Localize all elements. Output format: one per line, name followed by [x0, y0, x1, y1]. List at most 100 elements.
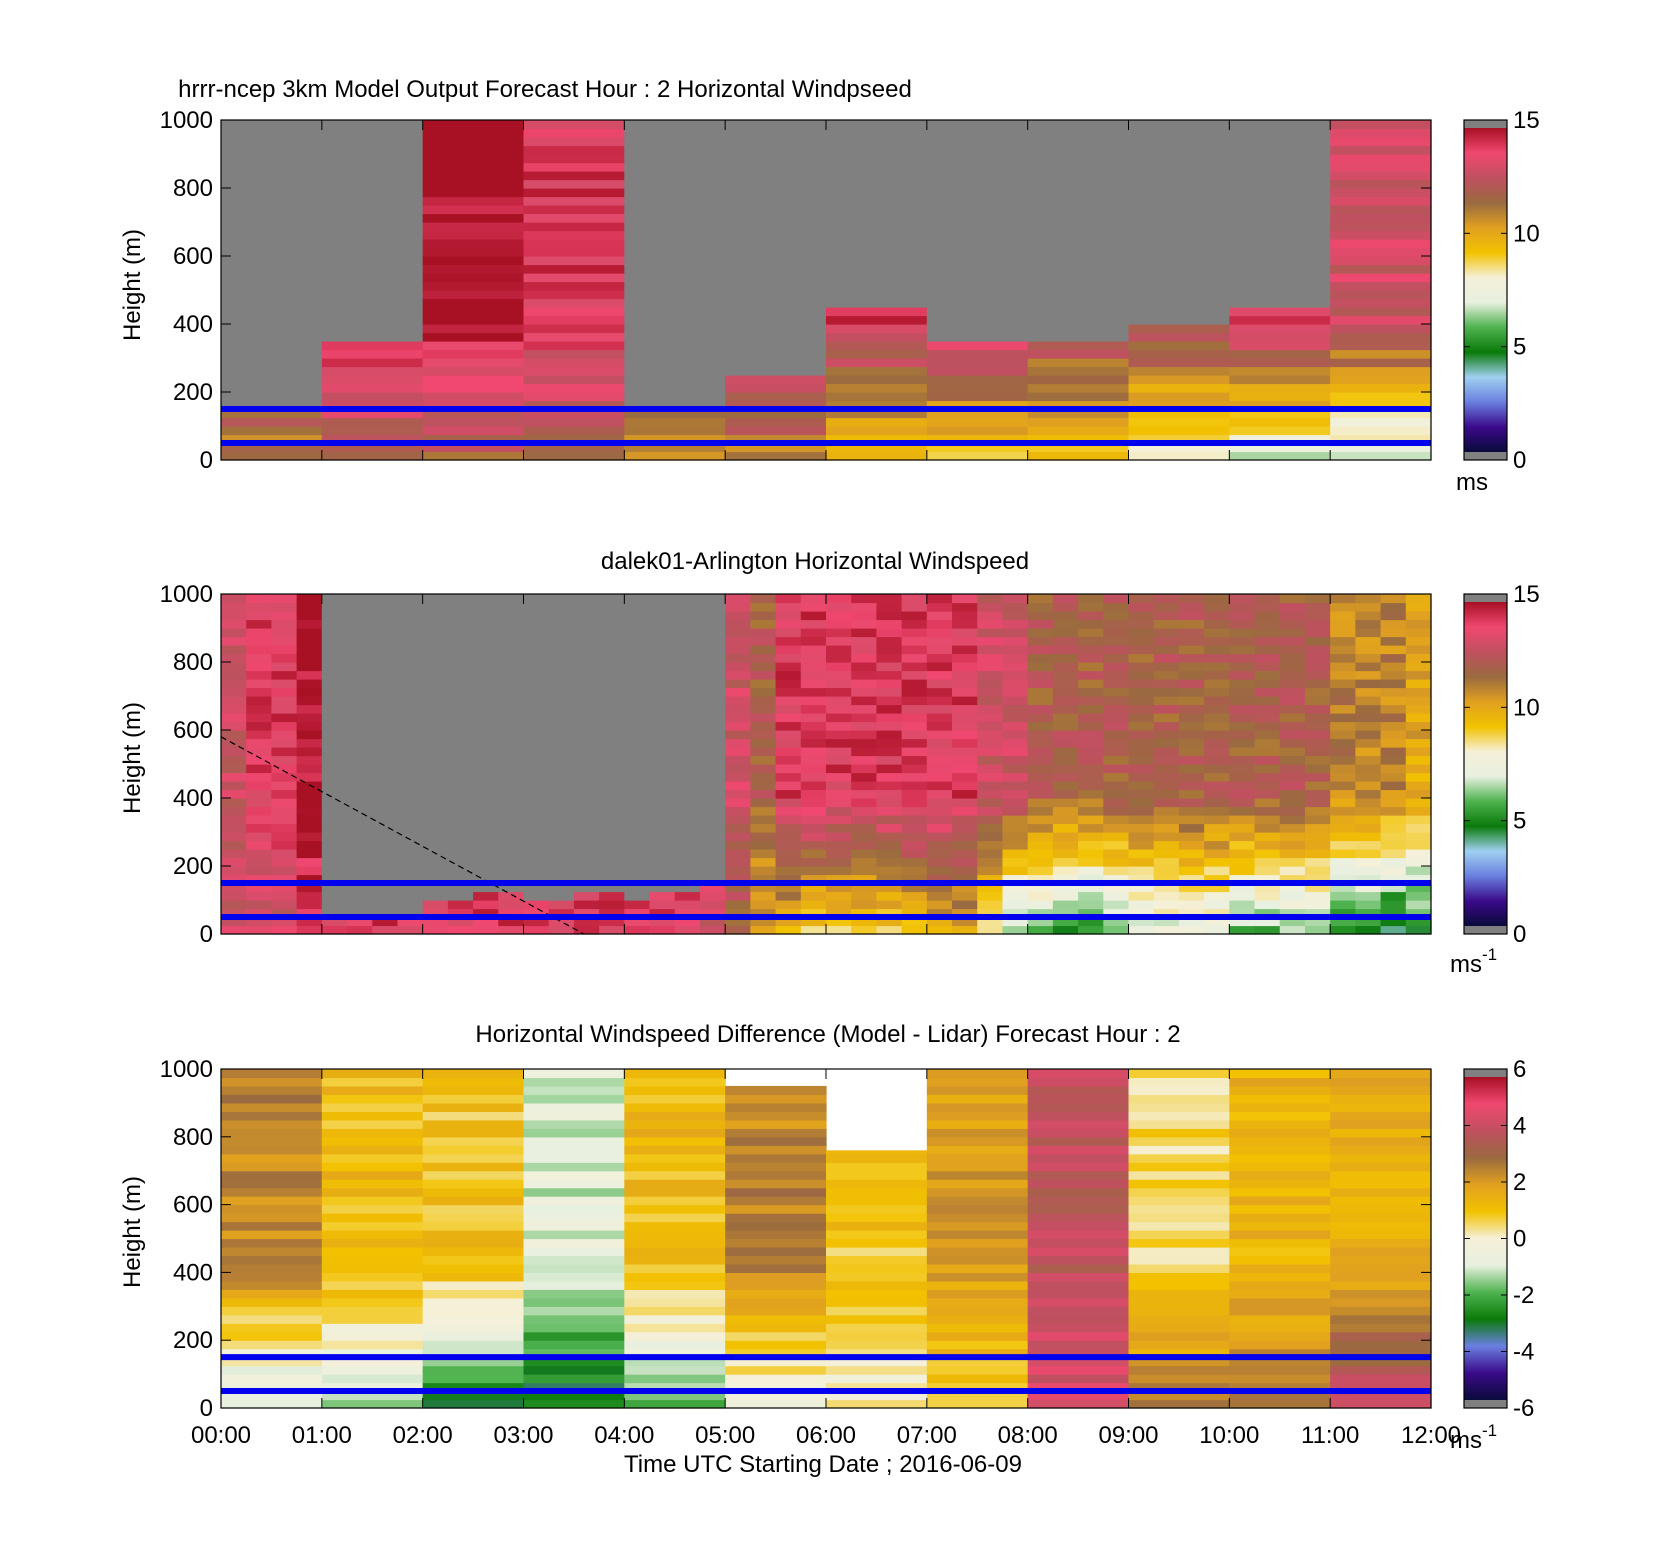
- heatmap-cell: [1103, 849, 1130, 859]
- heatmap-cell: [523, 1094, 625, 1104]
- heatmap-cell: [473, 687, 499, 697]
- heatmap-cell: [977, 704, 1004, 714]
- heatmap-cell: [1304, 747, 1331, 757]
- heatmap-cell: [296, 687, 323, 697]
- heatmap-cell: [1027, 900, 1054, 910]
- heatmap-cell: [750, 687, 777, 697]
- heatmap-cell: [422, 789, 449, 799]
- heatmap-cell: [851, 713, 878, 723]
- heatmap-cell: [1128, 1289, 1230, 1299]
- heatmap-cell: [624, 823, 651, 833]
- heatmap-cell: [826, 383, 928, 393]
- heatmap-cell: [1229, 256, 1331, 266]
- heatmap-cell: [1027, 1246, 1130, 1257]
- heatmap-cell: [876, 840, 903, 850]
- heatmap-cell: [221, 628, 247, 638]
- heatmap-cell: [1078, 602, 1104, 612]
- heatmap-cell: [1229, 213, 1331, 223]
- heatmap-cell: [1002, 908, 1029, 918]
- heatmap-cell: [271, 611, 298, 621]
- heatmap-cell: [926, 1145, 1029, 1155]
- heatmap-column: [826, 594, 852, 935]
- heatmap-cell: [1128, 1348, 1230, 1358]
- heatmap-cell: [1027, 307, 1130, 317]
- heatmap-cell: [901, 908, 928, 918]
- heatmap-cell: [573, 840, 600, 850]
- heatmap-cell: [271, 772, 298, 782]
- heatmap-cell: [1330, 188, 1432, 198]
- heatmap-cell: [1078, 636, 1104, 646]
- heatmap-cell: [725, 1179, 827, 1189]
- heatmap-cell: [1153, 662, 1180, 672]
- heatmap-cell: [624, 1306, 726, 1316]
- colorbar-tick-label: -2: [1513, 1282, 1534, 1309]
- heatmap-cell: [876, 849, 903, 859]
- heatmap-cell: [599, 636, 625, 646]
- heatmap-cell: [296, 611, 323, 621]
- heatmap-cell: [1027, 687, 1054, 697]
- heatmap-cell: [851, 857, 878, 867]
- heatmap-cell: [321, 1136, 424, 1146]
- heatmap-cell: [1078, 832, 1104, 842]
- heatmap-cell: [1279, 764, 1306, 774]
- heatmap-cell: [523, 1280, 625, 1290]
- heatmap-cell: [1103, 653, 1130, 663]
- heatmap-cell: [1002, 772, 1029, 782]
- heatmap-cell: [725, 1119, 827, 1129]
- heatmap-cell: [1027, 1102, 1130, 1112]
- heatmap-cell: [624, 917, 651, 927]
- heatmap-cell: [321, 917, 348, 927]
- heatmap-cell: [952, 891, 978, 901]
- heatmap-cell: [347, 662, 373, 672]
- heatmap-cell: [1229, 1399, 1331, 1409]
- heatmap-cell: [599, 628, 625, 638]
- heatmap-column: [624, 594, 651, 935]
- heatmap-cell: [422, 628, 449, 638]
- heatmap-cell: [926, 798, 953, 808]
- heatmap-cell: [750, 679, 777, 689]
- heatmap-cell: [1330, 662, 1356, 672]
- heatmap-cell: [826, 687, 852, 697]
- heatmap-cell: [1330, 730, 1356, 740]
- heatmap-cell: [826, 849, 852, 859]
- heatmap-cell: [347, 687, 373, 697]
- heatmap-cell: [523, 891, 550, 901]
- heatmap-cell: [599, 883, 625, 893]
- heatmap-cell: [422, 120, 525, 130]
- heatmap-cell: [901, 696, 928, 706]
- heatmap-cell: [826, 1365, 928, 1375]
- heatmap-cell: [221, 925, 247, 935]
- heatmap-cell: [1304, 696, 1331, 706]
- heatmap-cell: [1128, 307, 1230, 317]
- heatmap-cell: [422, 1280, 525, 1290]
- heatmap-cell: [826, 840, 852, 850]
- heatmap-cell: [901, 891, 928, 901]
- heatmap-cell: [397, 738, 424, 748]
- heatmap-cell: [473, 696, 499, 706]
- heatmap-cell: [1178, 925, 1205, 935]
- heatmap-cell: [498, 662, 525, 672]
- heatmap-cell: [548, 917, 575, 927]
- heatmap-cell: [826, 222, 928, 232]
- heatmap-cell: [498, 823, 525, 833]
- heatmap-cell: [1027, 1340, 1130, 1350]
- heatmap-cell: [1027, 628, 1054, 638]
- heatmap-cell: [674, 755, 701, 765]
- heatmap-cell: [1405, 738, 1432, 748]
- heatmap-column: [372, 594, 399, 935]
- heatmap-cell: [1229, 400, 1331, 410]
- heatmap-cell: [1128, 434, 1230, 444]
- heatmap-cell: [296, 645, 323, 655]
- heatmap-cell: [523, 154, 625, 164]
- heatmap-cell: [1380, 730, 1407, 740]
- heatmap-cell: [1229, 1365, 1331, 1375]
- heatmap-cell: [1128, 120, 1230, 130]
- heatmap-cell: [1027, 866, 1054, 876]
- heatmap-cell: [1229, 1391, 1331, 1401]
- heatmap-cell: [674, 628, 701, 638]
- heatmap-column: [1128, 120, 1230, 461]
- heatmap-cell: [447, 789, 474, 799]
- heatmap-cell: [1304, 704, 1331, 714]
- heatmap-cell: [1330, 1399, 1432, 1409]
- heatmap-cell: [1128, 324, 1230, 334]
